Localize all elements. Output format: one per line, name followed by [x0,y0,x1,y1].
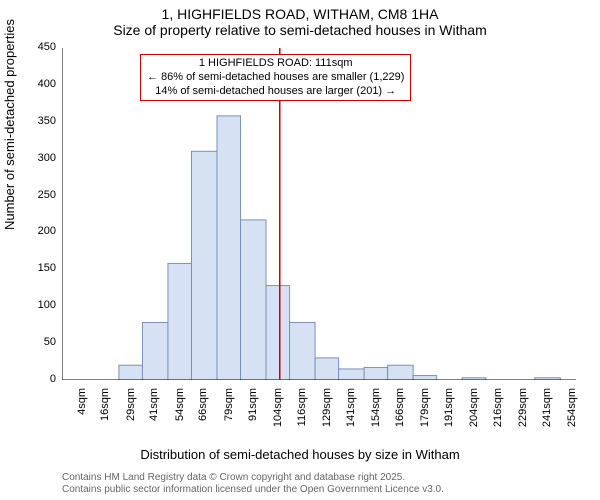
x-tick-label: 154sqm [370,388,382,438]
y-tick-label: 450 [28,41,56,53]
chart-area: 050100150200250300350400450 4sqm16sqm29s… [62,48,576,430]
callout-line-1: 1 HIGHFIELDS ROAD: 111sqm [147,57,404,71]
x-tick-label: 29sqm [125,388,137,438]
callout-line-2: ← 86% of semi-detached houses are smalle… [147,71,404,85]
y-tick-label: 150 [28,262,56,274]
footer-line-2: Contains public sector information licen… [62,484,444,496]
x-tick-label: 241sqm [541,388,553,438]
chart-title-block: 1, HIGHFIELDS ROAD, WITHAM, CM8 1HA Size… [0,0,600,38]
x-tick-label: 4sqm [76,388,88,438]
y-axis-label: Number of semi-detached properties [2,19,17,230]
x-tick-label: 79sqm [223,388,235,438]
callout-line-3: 14% of semi-detached houses are larger (… [147,85,404,99]
y-tick-label: 400 [28,78,56,90]
x-tick-label: 229sqm [517,388,529,438]
x-tick-label: 166sqm [394,388,406,438]
x-tick-label: 54sqm [174,388,186,438]
x-tick-label: 204sqm [468,388,480,438]
callout-box: 1 HIGHFIELDS ROAD: 111sqm ← 86% of semi-… [140,54,411,101]
y-tick-label: 300 [28,152,56,164]
y-tick-label: 350 [28,115,56,127]
x-tick-label: 91sqm [247,388,259,438]
y-tick-label: 50 [28,336,56,348]
x-tick-label: 16sqm [99,388,111,438]
x-tick-label: 116sqm [296,388,308,438]
x-tick-label: 41sqm [148,388,160,438]
x-axis-label: Distribution of semi-detached houses by … [0,447,600,462]
y-tick-label: 0 [28,373,56,385]
x-tick-label: 66sqm [197,388,209,438]
footer-line-1: Contains HM Land Registry data © Crown c… [62,472,444,484]
x-tick-label: 129sqm [321,388,333,438]
x-tick-label: 141sqm [345,388,357,438]
x-tick-label: 191sqm [443,388,455,438]
x-tick-label: 254sqm [566,388,578,438]
x-tick-label: 179sqm [419,388,431,438]
y-tick-label: 100 [28,299,56,311]
title-line-2: Size of property relative to semi-detach… [0,22,600,38]
x-tick-label: 104sqm [272,388,284,438]
title-line-1: 1, HIGHFIELDS ROAD, WITHAM, CM8 1HA [0,6,600,22]
x-tick-label: 216sqm [492,388,504,438]
y-tick-label: 200 [28,225,56,237]
y-tick-label: 250 [28,189,56,201]
footer-attribution: Contains HM Land Registry data © Crown c… [62,472,444,496]
